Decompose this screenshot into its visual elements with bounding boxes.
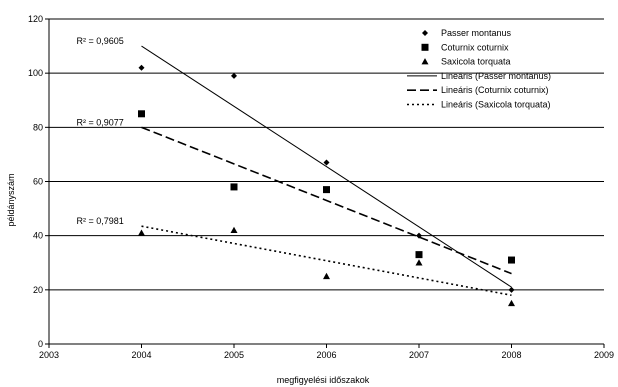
data-point [230,183,238,191]
legend-label: Saxicola torquata [441,57,511,67]
x-tick-label: 2009 [594,350,614,360]
data-point [415,259,423,266]
y-tick-label: 40 [33,231,43,241]
data-point [508,286,515,293]
x-tick-label: 2004 [131,350,151,360]
data-point [138,229,145,236]
trendline [141,45,512,288]
y-tick-label: 60 [33,177,43,187]
x-tick-label: 2006 [316,350,336,360]
legend: Passer montanus Coturnix coturnix Saxicola… [407,28,551,110]
data-point [138,64,145,71]
legend-label: Lineáris (Saxicola torquata) [441,100,551,110]
legend-label: Passer montanus [441,28,512,38]
r2-label: R² = 0,7981 [77,216,124,226]
legend-marker [421,43,429,51]
legend-marker [421,58,429,65]
data-points [138,64,515,307]
legend-label: Lineáris (Coturnix coturnix) [441,85,549,95]
data-point [508,256,515,264]
y-axis-title: példányszám [6,173,16,226]
trendline [141,225,512,297]
gridlines [49,18,604,291]
data-point [415,251,423,259]
y-tick-label: 20 [33,285,43,295]
x-tick-label: 2005 [224,350,244,360]
y-tick-label: 100 [28,68,43,78]
data-point [508,299,515,307]
x-tick-label: 2007 [409,350,429,360]
data-point [231,72,237,79]
x-axis-title: megfigyelési időszakok [277,375,370,385]
tick-labels: 0 20 40 60 80 100 120 2003 2004 2005 2006 2007 2008 2… [28,14,614,360]
legend-label: Lineáris (Passer montanus) [441,71,551,81]
y-tick-label: 0 [38,339,43,349]
r2-label: R² = 0,9605 [77,36,124,46]
data-point [323,159,330,166]
legend-label: Coturnix coturnix [441,42,509,52]
trendline [141,126,512,275]
y-tick-label: 80 [33,122,43,132]
r2-labels: R² = 0,9605 R² = 0,9077 R² = 0,7981 [77,36,124,226]
data-point [323,186,330,194]
trendlines [141,45,512,297]
data-point [138,110,145,118]
x-tick-label: 2003 [39,350,59,360]
legend-marker [422,30,428,36]
y-tick-label: 120 [28,14,43,24]
data-point [323,272,330,280]
data-point [230,226,238,234]
x-tick-label: 2008 [501,350,521,360]
data-point [416,232,422,239]
r2-label: R² = 0,9077 [77,117,124,127]
